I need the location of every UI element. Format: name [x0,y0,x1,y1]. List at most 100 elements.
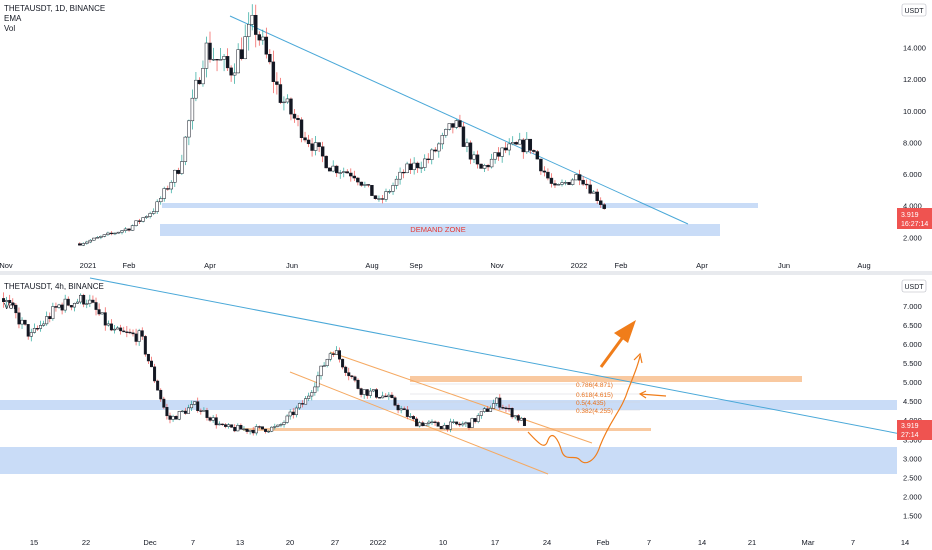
candle-body [208,417,212,421]
candle-body [415,418,419,427]
candle-body [304,398,308,405]
candle-body [467,422,471,428]
candle-body [278,84,283,103]
candle-body [468,142,473,160]
candle-body [500,147,504,157]
currency-badge[interactable] [901,3,927,17]
four-hour-chart-title: THETAUSDT, 4h, BINANCE [4,282,104,291]
daily-price-axis[interactable]: 14.000 12.000 10.000 8.000 6.000 4.000 2.000 [903,44,926,243]
candle-body [489,158,494,168]
candle-body [151,211,156,214]
candle-body [482,408,486,412]
price-tick-label: 4.000 [903,202,922,211]
candle-body [299,119,304,138]
candle-body [359,181,364,186]
candle-body [479,411,483,416]
candle-body [174,416,178,420]
candle-body [472,154,476,160]
candle-body [525,138,529,153]
candle-body [236,49,240,74]
candle-body [247,24,251,37]
price-tick-label: 7.000 [903,302,922,311]
candle-body [276,424,280,427]
candle-body [310,143,314,151]
candle-body [222,56,226,60]
candle-body [282,422,286,425]
candle-body [289,98,293,115]
candle-body [143,336,147,355]
candle-body [97,309,101,315]
candle-body [42,323,46,326]
candle-body [257,426,261,428]
candle-body [334,350,338,355]
trendline [229,15,689,225]
candle-body [239,49,244,59]
fib-05-label: 0.5(4.435) [576,400,606,407]
candle-body [57,304,61,308]
time-tick-label: 15 [30,538,38,547]
candle-body [522,417,526,426]
candle-body [599,200,603,205]
candle-body [349,172,353,177]
candle-body [14,304,18,314]
candle-body [197,79,202,85]
candle-body [205,410,209,418]
support-band [162,203,758,208]
candle-body [88,299,92,304]
candle-body [338,350,342,360]
candle-body [426,158,430,160]
candle-body [448,421,452,430]
daily-panel: DEMAND ZONE THETAUSDT, 1D, BINANCE EMA V… [0,0,932,270]
candle-body [85,241,89,244]
time-tick-label: Aug [365,261,378,270]
candle-body [176,169,181,174]
candle-body [516,415,520,421]
candle-body [123,228,128,231]
time-tick-label: 10 [439,538,447,547]
fib-zone [410,376,802,382]
candle-body [567,182,571,185]
candle-body [223,424,227,427]
candle-body [461,423,465,426]
price-tick-label: 1.500 [903,511,922,520]
daily-time-axis[interactable]: Nov 2021 Feb Apr Jun Aug Sep Nov 2022 Feb Apr Jun Au… [0,261,871,270]
time-tick-label: Feb [123,261,136,270]
candle-body [63,298,67,311]
candle-body [473,418,477,422]
vol-indicator-label: Vol [4,24,15,33]
currency-badge-4h[interactable] [901,279,927,293]
channel-upper [329,351,593,444]
demand-zone-label: DEMAND ZONE [410,225,465,234]
daily-price-tag [897,208,932,229]
time-tick-label: 21 [748,538,756,547]
candle-body [66,298,70,306]
candle-body [183,410,187,414]
candle-body [106,232,110,235]
candle-body [130,225,135,231]
candle-body [356,177,360,183]
candle-body [439,426,443,430]
candle-body [464,422,468,425]
candle-body [514,142,518,145]
candle-body [391,185,395,192]
candle-body [134,333,138,342]
candle-body [156,380,160,391]
price-tick-label: 8.000 [903,138,922,147]
time-tick-label: 7 [191,538,195,547]
candle-body [427,421,431,424]
time-tick-label: Nov [0,261,13,270]
four-hour-price-tag [897,420,932,440]
candle-body [377,198,381,200]
candle-body [116,231,121,234]
candle-body [48,316,52,319]
time-tick-label: Nov [490,261,504,270]
candle-body [342,171,346,173]
candle-body [79,294,83,303]
time-tick-label: 17 [491,538,499,547]
candle-body [194,79,198,99]
four-hour-time-axis[interactable]: 15 22 Dec 7 13 20 27 2022 10 17 24 Feb 7 14 21 Mar 7 14 [30,538,909,547]
candle-body [461,126,466,147]
four-hour-candles [2,292,526,436]
candle-body [245,428,249,432]
candle-body [78,243,82,246]
